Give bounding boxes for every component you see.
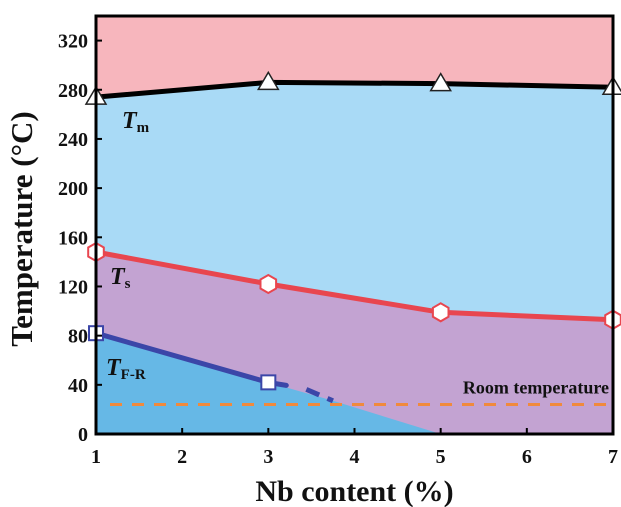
x-tick-label: 6 <box>522 446 532 468</box>
melt-region <box>96 16 613 98</box>
series-label-tfr-subscript: F-R <box>121 367 146 383</box>
y-tick-label: 160 <box>58 227 88 249</box>
series-line-ts <box>95 249 614 323</box>
y-tick-label: 280 <box>58 80 88 102</box>
series-label-tm: Tm <box>122 108 150 136</box>
series-label-tm-subscript: m <box>137 120 150 136</box>
series-label-tfr-symbol: T <box>106 355 122 381</box>
series-label-ts-symbol: T <box>110 264 126 290</box>
room-temperature-label: Room temperature <box>463 377 609 397</box>
x-tick-label: 7 <box>608 446 618 468</box>
tm-triangle-marker <box>429 72 453 92</box>
y-tick-label: 40 <box>68 375 88 397</box>
y-tick-label: 320 <box>58 31 88 53</box>
x-axis: 1 2 3 4 5 6 7 <box>91 428 618 468</box>
y-tick-label: 80 <box>68 326 88 348</box>
x-tick-label: 1 <box>91 446 101 468</box>
ts-hexagon-marker <box>259 273 278 295</box>
x-tick-label: 4 <box>350 446 360 468</box>
y-tick-label: 0 <box>78 424 88 446</box>
series-line-tm <box>95 79 614 100</box>
y-axis: 0 40 80 120 160 200 240 280 320 <box>58 31 102 446</box>
y-tick-label: 120 <box>58 276 88 298</box>
tfr-square-marker <box>260 374 277 391</box>
series-label-ts: Ts <box>110 264 131 292</box>
x-axis-title: Nb content (%) <box>255 475 453 507</box>
series-label-ts-subscript: s <box>125 276 131 292</box>
x-tick-label: 3 <box>263 446 273 468</box>
x-tick-label: 5 <box>436 446 446 468</box>
tm-triangle-marker <box>256 70 280 91</box>
series-label-tm-symbol: T <box>122 108 138 134</box>
y-axis-title: Temperature (°C) <box>4 111 39 346</box>
region-layer <box>96 16 613 434</box>
x-tick-label: 2 <box>177 446 187 468</box>
ts-hexagon-marker <box>431 302 450 323</box>
series-label-tfr: TF-R <box>106 355 146 383</box>
y-tick-label: 200 <box>58 178 88 200</box>
series-line-tfr-extrapolated <box>305 387 334 404</box>
solid-region <box>96 82 613 320</box>
y-tick-label: 240 <box>58 129 88 151</box>
